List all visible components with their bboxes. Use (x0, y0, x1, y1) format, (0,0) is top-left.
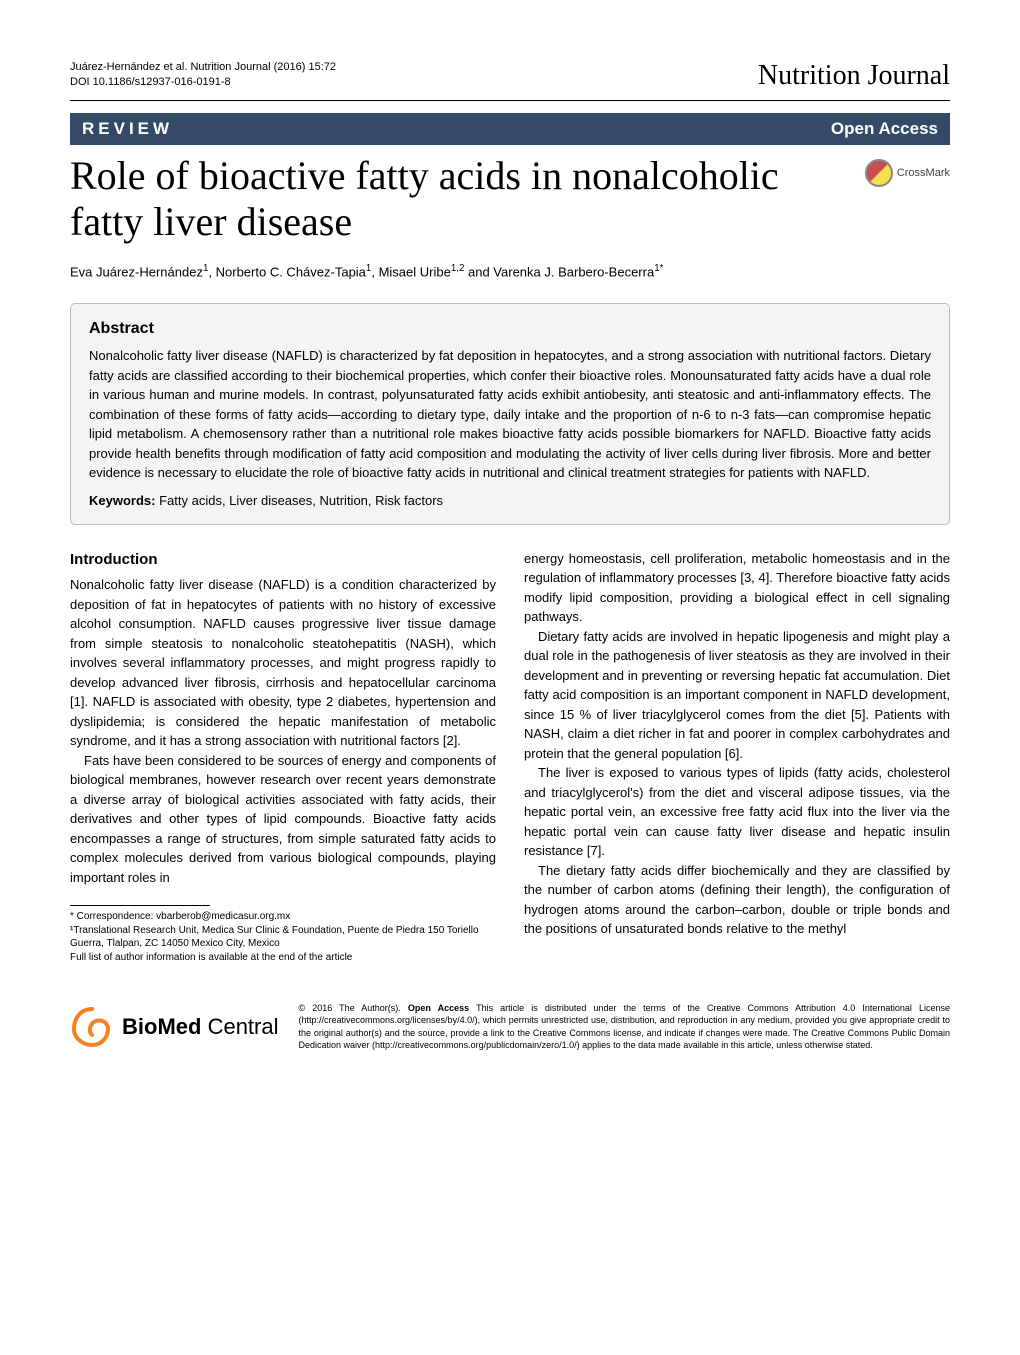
introduction-heading: Introduction (70, 549, 496, 572)
authors-line: Eva Juárez-Hernández1, Norberto C. Cháve… (70, 263, 950, 279)
footnotes: * Correspondence: vbarberob@medicasur.or… (70, 910, 496, 964)
intro-p5: The liver is exposed to various types of… (524, 763, 950, 861)
citation-text: Juárez-Hernández et al. Nutrition Journa… (70, 60, 336, 75)
intro-p4: Dietary fatty acids are involved in hepa… (524, 627, 950, 764)
logo-light: Central (201, 1014, 278, 1039)
open-access-label: Open Access (831, 119, 938, 139)
intro-p6: The dietary fatty acids differ biochemic… (524, 861, 950, 939)
journal-name: Nutrition Journal (758, 60, 950, 92)
full-author-line: Full list of author information is avail… (70, 951, 496, 965)
title-row: Role of bioactive fatty acids in nonalco… (70, 153, 950, 253)
abstract-text: Nonalcoholic fatty liver disease (NAFLD)… (89, 346, 931, 483)
biomed-text: BioMed Central (122, 1014, 279, 1040)
abstract-box: Abstract Nonalcoholic fatty liver diseas… (70, 303, 950, 525)
biomed-central-logo: BioMed Central (70, 1005, 279, 1049)
footer-bar: BioMed Central © 2016 The Author(s). Ope… (70, 992, 950, 1051)
crossmark-badge[interactable]: CrossMark (865, 159, 950, 187)
correspondence-line: * Correspondence: vbarberob@medicasur.or… (70, 910, 496, 924)
running-header: Juárez-Hernández et al. Nutrition Journa… (70, 60, 950, 101)
crossmark-icon (865, 159, 893, 187)
article-title: Role of bioactive fatty acids in nonalco… (70, 153, 855, 245)
review-banner: REVIEW Open Access (70, 113, 950, 145)
footnote-rule (70, 905, 210, 906)
header-citation-block: Juárez-Hernández et al. Nutrition Journa… (70, 60, 336, 91)
license-text: © 2016 The Author(s). Open Access This a… (299, 1002, 951, 1051)
page-container: Juárez-Hernández et al. Nutrition Journa… (0, 0, 1020, 1091)
body-columns: Introduction Nonalcoholic fatty liver di… (70, 549, 950, 965)
doi-text: DOI 10.1186/s12937-016-0191-8 (70, 75, 336, 90)
keywords-text: Fatty acids, Liver diseases, Nutrition, … (159, 493, 443, 508)
left-column: Introduction Nonalcoholic fatty liver di… (70, 549, 496, 965)
logo-bold: BioMed (122, 1014, 201, 1039)
affiliation-line: ¹Translational Research Unit, Medica Sur… (70, 924, 496, 951)
abstract-heading: Abstract (89, 320, 931, 338)
review-label: REVIEW (82, 119, 173, 139)
intro-p1: Nonalcoholic fatty liver disease (NAFLD)… (70, 575, 496, 751)
intro-p3: energy homeostasis, cell proliferation, … (524, 549, 950, 627)
right-column: energy homeostasis, cell proliferation, … (524, 549, 950, 965)
biomed-swirl-icon (70, 1005, 114, 1049)
intro-p2: Fats have been considered to be sources … (70, 751, 496, 888)
crossmark-text: CrossMark (897, 167, 950, 179)
keywords-line: Keywords: Fatty acids, Liver diseases, N… (89, 493, 931, 508)
keywords-label: Keywords: (89, 493, 155, 508)
